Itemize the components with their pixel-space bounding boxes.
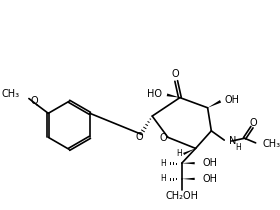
Text: H: H — [160, 159, 166, 168]
Text: CH₃: CH₃ — [1, 89, 20, 99]
Text: O: O — [171, 69, 179, 79]
Polygon shape — [167, 93, 180, 98]
Text: O: O — [250, 118, 258, 127]
Text: H: H — [235, 143, 241, 152]
Text: H: H — [160, 174, 166, 183]
Text: N: N — [229, 136, 236, 146]
Polygon shape — [182, 162, 195, 164]
Text: CH₃: CH₃ — [262, 139, 280, 149]
Text: H: H — [176, 148, 182, 158]
Text: OH: OH — [202, 158, 217, 168]
Text: OH: OH — [224, 95, 239, 105]
Text: OH: OH — [202, 174, 217, 184]
Text: O: O — [160, 133, 167, 143]
Text: O: O — [136, 132, 143, 142]
Text: CH₂OH: CH₂OH — [165, 190, 198, 201]
Polygon shape — [182, 178, 195, 180]
Polygon shape — [208, 100, 221, 108]
Text: HO: HO — [147, 89, 162, 99]
Text: O: O — [31, 96, 38, 106]
Polygon shape — [183, 148, 196, 155]
